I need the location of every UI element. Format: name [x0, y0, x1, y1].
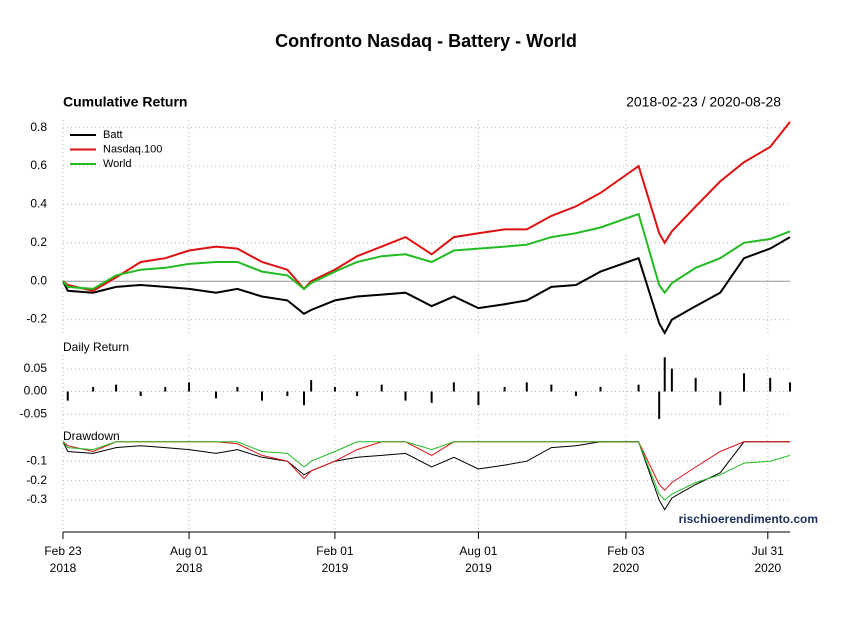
series-line	[62, 441, 790, 511]
x-tick-label: Feb 03	[607, 544, 645, 558]
x-tick-label: Jul 31	[752, 544, 784, 558]
panel-title: Daily Return	[63, 340, 129, 354]
panel-title: Drawdown	[63, 429, 120, 443]
y-tick-label: 0.8	[30, 120, 47, 134]
y-tick-label: -0.3	[26, 492, 47, 506]
x-tick-label: 2020	[754, 561, 781, 575]
x-tick-label: Feb 01	[316, 544, 354, 558]
y-tick-label: 0.4	[30, 197, 47, 211]
x-tick-label: Feb 23	[44, 544, 82, 558]
panel-title: Cumulative Return	[63, 94, 187, 110]
x-tick-label: 2020	[613, 561, 640, 575]
y-tick-label: 0.0	[30, 273, 47, 287]
y-tick-label: -0.1	[26, 453, 47, 467]
chart-title: Confronto Nasdaq - Battery - World	[275, 31, 577, 51]
x-tick-label: 2019	[322, 561, 349, 575]
y-tick-label: 0.2	[30, 235, 47, 249]
x-tick-label: Aug 01	[459, 544, 497, 558]
watermark: rischioerendimento.com	[679, 512, 818, 526]
x-tick-label: 2018	[176, 561, 203, 575]
series-line	[62, 236, 791, 336]
legend-label: Nasdaq.100	[103, 143, 162, 155]
legend-label: World	[103, 158, 132, 170]
y-tick-label: -0.2	[26, 473, 47, 487]
y-tick-label: -0.2	[26, 312, 47, 326]
y-tick-label: 0.05	[24, 361, 48, 375]
y-tick-label: 0.00	[24, 384, 48, 398]
legend-label: Batt	[103, 129, 123, 141]
x-tick-label: 2018	[50, 561, 77, 575]
series-line	[62, 441, 790, 492]
series-line	[62, 212, 791, 295]
y-tick-label: 0.6	[30, 158, 47, 172]
x-tick-label: Aug 01	[170, 544, 208, 558]
series-line	[62, 441, 791, 501]
x-tick-label: 2019	[465, 561, 492, 575]
series-line	[62, 121, 791, 292]
y-tick-label: -0.05	[20, 406, 48, 420]
date-range: 2018-02-23 / 2020-08-28	[626, 94, 781, 110]
